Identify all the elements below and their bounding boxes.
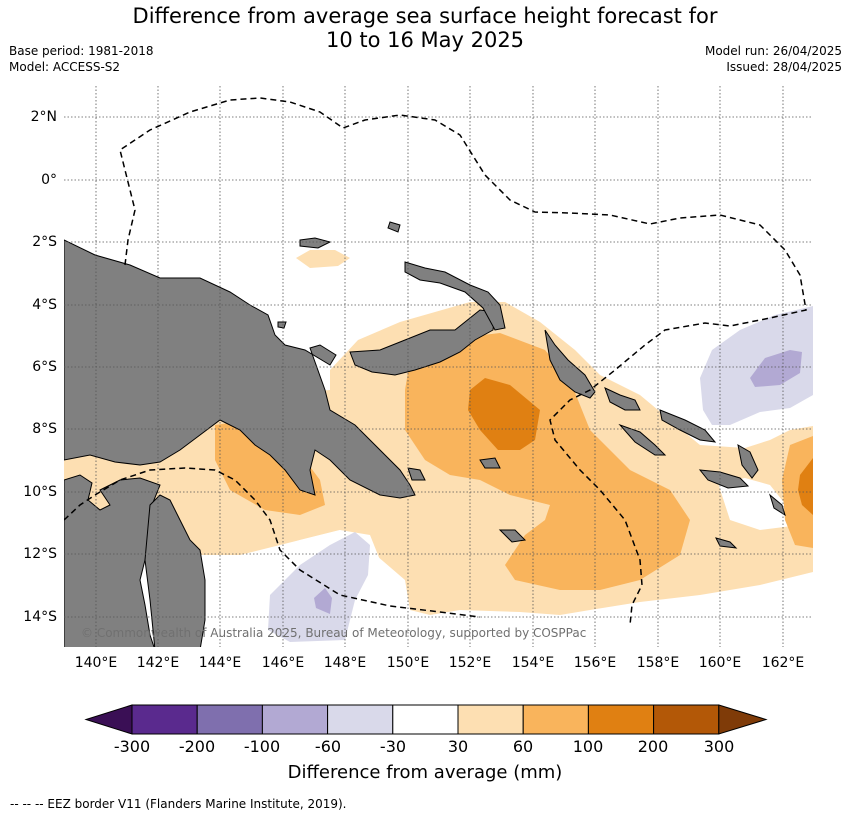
eez-border (64, 97, 807, 626)
lon-label-156e: 156°E (573, 655, 617, 671)
colorbar-tick-neg300: -300 (113, 737, 151, 756)
anomaly-neg60-neg100-areas (314, 350, 802, 614)
small-isl-e (715, 537, 738, 549)
rossel-isl (498, 529, 527, 543)
colorbar-tick-neg100: -100 (243, 737, 281, 756)
lat-label-12s: 12°S (23, 546, 57, 562)
colorbar (84, 704, 768, 735)
colorbar-tick-200: 200 (637, 737, 669, 756)
meta-right: Model run: 26/04/2025 Issued: 28/04/2025 (705, 43, 842, 75)
colorbar-bin-5 (392, 704, 459, 735)
base-period: Base period: 1981-2018 (9, 44, 154, 58)
lon-label-150e: 150°E (386, 655, 430, 671)
lat-label-0: 0° (41, 172, 57, 188)
colorbar-bin-6 (457, 704, 524, 735)
bougainville (544, 329, 596, 399)
lon-label-154e: 154°E (511, 655, 555, 671)
new-ireland (404, 261, 506, 331)
small-isl-a (407, 467, 426, 481)
lat-label-4s: 4°S (32, 297, 57, 313)
meta-left: Base period: 1981-2018 Model: ACCESS-S2 (9, 43, 154, 75)
lon-label-146e: 146°E (261, 655, 305, 671)
colorbar-label: Difference from average (mm) (287, 762, 563, 783)
small-isl-b (479, 457, 501, 469)
small-isl-d (769, 493, 786, 517)
lat-label-2s: 2°S (32, 234, 57, 250)
lon-label-152e: 152°E (448, 655, 492, 671)
lon-label-148e: 148°E (323, 655, 367, 671)
copyright-notice: © Commonwealth of Australia 2025, Bureau… (81, 626, 587, 640)
colorbar-bin-1 (131, 704, 198, 735)
colorbar-bin-7 (522, 704, 589, 735)
solomon-isl-3 (618, 423, 667, 456)
colorbar-bin-2 (196, 704, 263, 735)
colorbar-extend-low (84, 704, 133, 735)
solomon-isl-1 (604, 387, 641, 411)
lat-label-2n: 2°N (30, 109, 57, 125)
colorbar-bin-4 (327, 704, 394, 735)
land-masses (64, 221, 786, 647)
lon-label-140e: 140°E (74, 655, 118, 671)
small-isl-c (387, 221, 401, 233)
lon-label-144e: 144°E (198, 655, 242, 671)
cape-york (144, 494, 206, 647)
colorbar-tick-neg30: -30 (379, 737, 407, 756)
lon-label-162e: 162°E (761, 655, 805, 671)
issued-date: Issued: 28/04/2025 (726, 60, 842, 74)
colorbar-bin-8 (587, 704, 655, 735)
map-title-line1: Difference from average sea surface heig… (132, 4, 718, 28)
map-title-line2: 10 to 16 May 2025 (325, 28, 525, 52)
lat-label-10s: 10°S (23, 484, 57, 500)
model-run: Model run: 26/04/2025 (704, 44, 842, 58)
colorbar-tick-300: 300 (703, 737, 735, 756)
colorbar-tick-neg60: -60 (314, 737, 342, 756)
lon-label-142e: 142°E (136, 655, 180, 671)
anomaly-100-200-areas (468, 378, 813, 515)
solomon-isl-2 (659, 409, 717, 443)
graticule (64, 86, 813, 647)
colorbar-extend-high (718, 704, 768, 735)
small-isl-f (277, 321, 287, 329)
lat-label-8s: 8°S (32, 421, 57, 437)
solomon-isl-4 (737, 444, 759, 479)
lat-label-14s: 14°S (23, 609, 57, 625)
anomaly-neg30-neg60-areas (268, 306, 813, 642)
colorbar-tick-100: 100 (572, 737, 604, 756)
colorbar-bin-9 (653, 704, 720, 735)
model-name: Model: ACCESS-S2 (9, 60, 121, 74)
colorbar-tick-60: 60 (512, 737, 534, 756)
lon-label-160e: 160°E (698, 655, 742, 671)
new-britain (349, 309, 496, 376)
eez-legend: -- -- -- EEZ border V11 (Flanders Marine… (10, 797, 347, 811)
colorbar-bin-3 (261, 704, 329, 735)
new-guinea (64, 239, 416, 499)
colorbar-tick-30: 30 (447, 737, 469, 756)
lon-label-158e: 158°E (636, 655, 680, 671)
map-plot-area (64, 86, 813, 647)
manus (299, 237, 332, 249)
colorbar-tick-neg200: -200 (178, 737, 216, 756)
lat-label-6s: 6°S (32, 359, 57, 375)
